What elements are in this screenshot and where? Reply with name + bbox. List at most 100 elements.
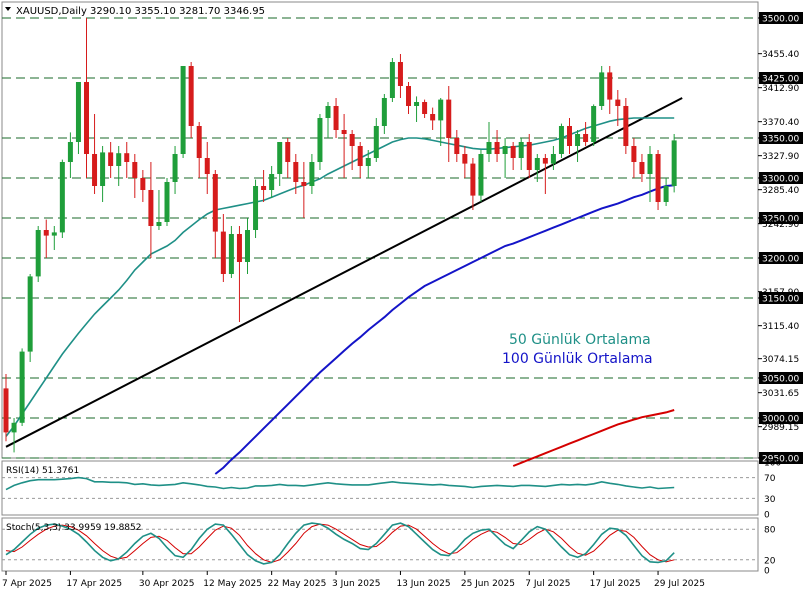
candle-body	[567, 126, 572, 146]
level-label-bg	[759, 292, 803, 304]
x-tick-label: 7 Jul 2025	[525, 579, 570, 589]
rsi-tick-label: 70	[764, 474, 776, 484]
x-tick-label: 7 Apr 2025	[2, 579, 52, 589]
candle	[357, 142, 363, 178]
candle-body	[124, 153, 130, 162]
candle-body	[558, 126, 564, 154]
candle-body	[542, 158, 548, 164]
candle	[325, 102, 331, 138]
candle-body	[655, 154, 661, 202]
candle	[397, 54, 403, 98]
candle-body	[269, 174, 275, 190]
candle	[583, 122, 589, 146]
candle-body	[623, 106, 629, 146]
candle	[406, 82, 411, 114]
candle-body	[599, 72, 605, 106]
candle-body	[373, 126, 379, 158]
price-tick-label: 3250.00	[762, 215, 799, 225]
candle-body	[75, 82, 81, 142]
candle	[164, 178, 170, 226]
candle-body	[236, 234, 242, 262]
candle-body	[663, 186, 669, 202]
stoch-tick-label: 20	[764, 556, 776, 566]
candle	[333, 98, 339, 138]
candle	[607, 66, 613, 114]
candle	[269, 166, 275, 198]
candle	[623, 98, 629, 154]
candle-body	[196, 126, 202, 158]
candle-body	[253, 186, 259, 230]
candle	[3, 374, 9, 442]
candle-body	[470, 163, 476, 196]
candle	[253, 179, 259, 238]
candle-body	[172, 154, 178, 182]
level-label-bg	[759, 452, 803, 464]
candle-body	[92, 154, 98, 186]
candle-body	[414, 102, 420, 106]
candle	[309, 154, 315, 194]
candle-body	[607, 72, 613, 100]
candle-body	[430, 114, 436, 121]
candle-body	[317, 118, 323, 162]
candle	[172, 146, 178, 194]
candle-body	[212, 174, 218, 232]
candle	[462, 146, 468, 178]
stoch-tick-label: 0	[764, 567, 770, 577]
candle	[671, 134, 677, 193]
candle	[414, 96, 420, 122]
candle	[92, 114, 98, 194]
candle	[27, 274, 33, 362]
candle	[542, 154, 548, 194]
level-label-bg	[759, 132, 803, 144]
price-tick-label: 3412.90	[762, 84, 799, 94]
price-tick-label: 3031.65	[762, 389, 799, 399]
candle	[526, 134, 532, 178]
candle-body	[671, 140, 677, 186]
candle	[293, 154, 299, 194]
candle	[389, 58, 395, 102]
x-tick-label: 22 May 2025	[268, 579, 327, 589]
stoch-panel-frame	[1, 517, 759, 572]
triangle-down-icon[interactable]	[5, 7, 11, 11]
candle	[478, 150, 484, 202]
candle	[43, 219, 49, 258]
rsi-tick-label: 100	[764, 459, 781, 469]
x-tick-label: 30 Apr 2025	[139, 579, 195, 589]
candle-body	[228, 234, 234, 274]
candle-body	[204, 158, 210, 174]
candle-body	[494, 142, 500, 154]
candle	[317, 114, 323, 170]
level-label-bg	[759, 372, 803, 384]
candle	[647, 146, 653, 202]
ma50-annotation: 50 Günlük Ortalama	[509, 332, 651, 348]
symbol-label: XAUUSD,Daily	[16, 6, 87, 17]
rsi-label: RSI(14) 51.3761	[6, 466, 79, 476]
candle	[349, 130, 355, 170]
candle-body	[180, 66, 186, 154]
price-tick-label: 3285.40	[762, 186, 799, 196]
candle	[100, 146, 106, 202]
candle-body	[349, 134, 355, 146]
candle-body	[3, 388, 9, 433]
candle-body	[43, 230, 49, 236]
candle-body	[140, 178, 146, 190]
candle	[341, 114, 347, 178]
level-label-bg	[759, 72, 803, 84]
candle	[470, 158, 476, 210]
candle	[438, 98, 444, 146]
candle-body	[59, 162, 65, 233]
x-tick-label: 3 Jun 2025	[332, 579, 380, 589]
ma200-line	[512, 409, 675, 467]
candle	[502, 138, 508, 178]
candle	[558, 123, 564, 158]
candle	[84, 18, 89, 178]
candle	[245, 218, 250, 274]
candle	[655, 150, 661, 210]
candle-body	[486, 142, 492, 154]
level-label-bg	[759, 412, 803, 424]
candle-body	[285, 142, 291, 162]
candle-body	[116, 153, 122, 166]
candle-body	[301, 182, 307, 186]
candle	[188, 62, 194, 138]
